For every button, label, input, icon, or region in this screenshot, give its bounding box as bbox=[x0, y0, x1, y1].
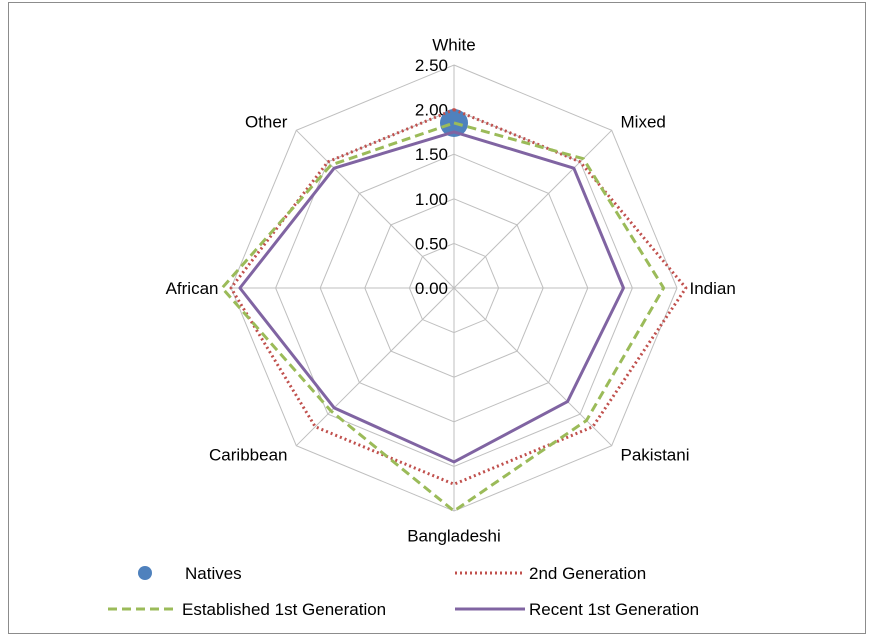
legend-label: 2nd Generation bbox=[529, 564, 646, 583]
category-label: Mixed bbox=[621, 112, 666, 131]
legend-label: Recent 1st Generation bbox=[529, 600, 699, 619]
legend-label: Natives bbox=[185, 564, 242, 583]
category-label: Caribbean bbox=[209, 446, 287, 465]
radial-tick-label: 0.50 bbox=[415, 234, 448, 253]
category-label: Bangladeshi bbox=[407, 526, 501, 545]
chart-frame bbox=[8, 2, 866, 634]
grid-spoke bbox=[295, 287, 455, 447]
series-line-recent-1st-generation bbox=[238, 130, 625, 464]
legend-label: Established 1st Generation bbox=[182, 600, 386, 619]
category-label: Other bbox=[245, 112, 288, 131]
radial-tick-label: 1.50 bbox=[415, 145, 448, 164]
category-label: Pakistani bbox=[621, 446, 690, 465]
category-label: African bbox=[166, 279, 219, 298]
grid-spoke bbox=[453, 287, 613, 447]
grid-spoke bbox=[453, 129, 613, 289]
category-label: White bbox=[432, 36, 475, 55]
radial-tick-label: 0.00 bbox=[415, 279, 448, 298]
grid-spoke bbox=[295, 129, 455, 289]
radial-tick-label: 2.50 bbox=[415, 56, 448, 75]
series-line-2nd-generation bbox=[229, 108, 688, 486]
legend-marker bbox=[138, 566, 152, 580]
radial-tick-label: 1.00 bbox=[415, 190, 448, 209]
series-line-established-1st-generation bbox=[220, 121, 666, 513]
category-label: Indian bbox=[689, 279, 735, 298]
